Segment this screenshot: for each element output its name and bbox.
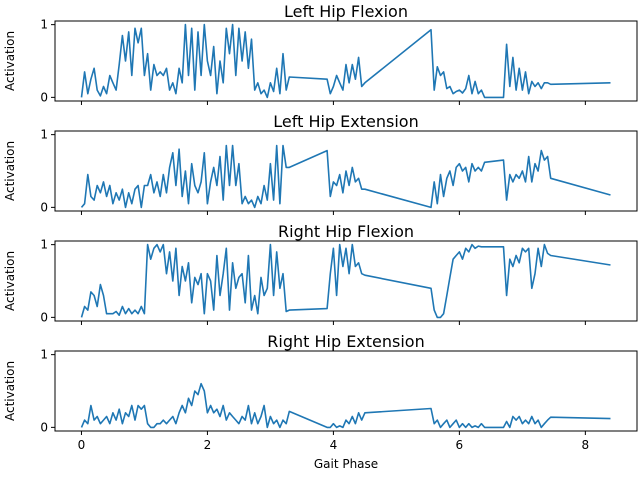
y-tick-label: 1 [40,18,48,32]
y-tick-label: 0 [40,200,48,214]
panel-title: Left Hip Extension [273,112,418,131]
x-tick-label: 8 [582,438,590,452]
series-line [80,23,611,99]
y-tick-label: 0 [40,420,48,434]
axes-frame [54,240,638,322]
y-axis-label: Activation [3,251,17,311]
x-tick-label: 2 [204,438,212,452]
series-line [80,144,611,209]
y-tick-label: 1 [40,238,48,252]
y-tick-label: 1 [40,128,48,142]
panel-title: Left Hip Flexion [284,2,408,21]
x-axis-label: Gait Phase [314,457,378,471]
y-tick-label: 0 [40,310,48,324]
axes-frame [54,20,638,102]
series-line [80,243,611,319]
x-tick-label: 6 [456,438,464,452]
y-axis-label: Activation [3,361,17,421]
axes-frame [54,350,638,432]
axes-frame [54,130,638,212]
y-tick-label: 1 [40,348,48,362]
y-axis-label: Activation [3,31,17,91]
panel-title: Right Hip Flexion [278,222,414,241]
y-tick-label: 0 [40,90,48,104]
x-tick-label: 0 [78,438,86,452]
series-line [80,382,611,429]
y-axis-label: Activation [3,141,17,201]
panel-title: Right Hip Extension [267,332,424,351]
x-tick-label: 4 [330,438,338,452]
